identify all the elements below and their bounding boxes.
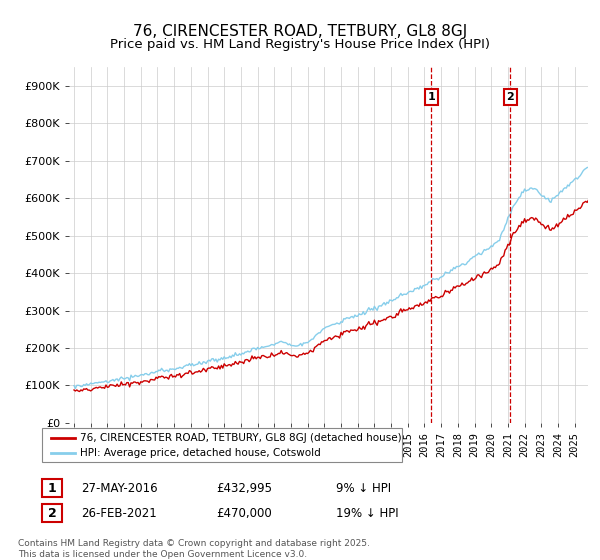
- Text: 1: 1: [428, 92, 436, 102]
- Text: 76, CIRENCESTER ROAD, TETBURY, GL8 8GJ (detached house): 76, CIRENCESTER ROAD, TETBURY, GL8 8GJ (…: [80, 433, 401, 443]
- Text: 76, CIRENCESTER ROAD, TETBURY, GL8 8GJ: 76, CIRENCESTER ROAD, TETBURY, GL8 8GJ: [133, 24, 467, 39]
- Text: Contains HM Land Registry data © Crown copyright and database right 2025.
This d: Contains HM Land Registry data © Crown c…: [18, 539, 370, 559]
- Text: 26-FEB-2021: 26-FEB-2021: [81, 507, 157, 520]
- Text: 19% ↓ HPI: 19% ↓ HPI: [336, 507, 398, 520]
- Text: 9% ↓ HPI: 9% ↓ HPI: [336, 482, 391, 495]
- Text: HPI: Average price, detached house, Cotswold: HPI: Average price, detached house, Cots…: [80, 447, 320, 458]
- Text: 2: 2: [506, 92, 514, 102]
- Text: £470,000: £470,000: [216, 507, 272, 520]
- Text: 1: 1: [47, 482, 56, 495]
- Text: 2: 2: [47, 507, 56, 520]
- Text: £432,995: £432,995: [216, 482, 272, 495]
- Text: 27-MAY-2016: 27-MAY-2016: [81, 482, 158, 495]
- Text: Price paid vs. HM Land Registry's House Price Index (HPI): Price paid vs. HM Land Registry's House …: [110, 38, 490, 51]
